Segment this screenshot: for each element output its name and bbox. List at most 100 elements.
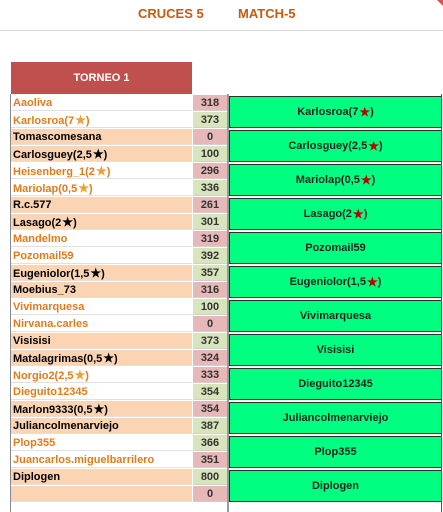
table-row[interactable]: Plop355 [11,435,192,451]
winner-cell[interactable]: Dieguito12345 [229,368,441,400]
comment-indicator-icon [437,0,443,6]
table-row[interactable] [11,486,192,502]
table-row[interactable]: Mariolap(0,5★) [11,180,192,196]
table-row[interactable]: R.c.577 [11,197,192,213]
winner-cell[interactable]: Lasago(2 ★) [229,198,441,230]
table-row[interactable]: Nirvana.carles [11,316,192,332]
player-score: 800 [193,469,227,485]
player-name: Karlosroa(7★) [11,112,192,128]
player-name: Diplogen [11,469,192,485]
table-row[interactable]: Moebius_73 [11,282,192,298]
table-row[interactable]: Matalagrimas(0,5★) [11,350,192,366]
player-name: Lasago(2★) [11,214,192,230]
player-name: Heisenberg_1(2★) [11,163,192,179]
star-icon: ★ [62,215,74,229]
winner-cell[interactable]: Karlosroa(7 ★) [229,96,441,128]
player-score: 316 [193,282,227,298]
winner-cell[interactable]: Pozomail59 [229,232,441,264]
table-left-border [10,94,11,512]
player-score: 373 [193,333,227,349]
player-name: Plop355 [11,435,192,451]
winner-cell[interactable]: Carlosguey(2,5 ★) [229,130,441,162]
winner-cell[interactable]: Mariolap(0,5 ★) [229,164,441,196]
player-name: R.c.577 [11,197,192,213]
winner-cell[interactable]: Visisisi [229,334,441,366]
player-name: Aaoliva [11,95,192,111]
player-name: Dieguito12345 [11,384,192,400]
header-divider [0,30,443,31]
winner-cell[interactable]: Plop355 [229,436,441,468]
star-icon: ★ [95,164,107,178]
player-name: Mandelmo [11,231,192,247]
player-name: Nirvana.carles [11,316,192,332]
player-score: 392 [193,248,227,264]
header-bar: CRUCES 5 MATCH-5 [0,0,443,30]
winner-cell[interactable]: Diplogen [229,470,441,502]
star-icon: ★ [359,105,371,119]
table-row[interactable]: Juancarlos.miguelbarrilero [11,452,192,468]
table-row[interactable]: Lasago(2★) [11,214,192,230]
player-score: 0 [193,129,227,145]
player-name: Moebius_73 [11,282,192,298]
winner-cell[interactable]: Juliancolmenarviejo [229,402,441,434]
player-score: 319 [193,231,227,247]
player-score: 0 [193,316,227,332]
table-row[interactable]: Visisisi [11,333,192,349]
player-name: Mariolap(0,5★) [11,180,192,196]
player-score: 351 [193,452,227,468]
column-divider [227,94,229,512]
star-icon: ★ [74,368,86,382]
table-row[interactable]: Mandelmo [11,231,192,247]
player-name: Visisisi [11,333,192,349]
table-row[interactable]: Aaoliva [11,95,192,111]
star-icon: ★ [368,139,379,153]
round-title: CRUCES 5 [138,6,204,21]
star-icon: ★ [90,266,102,280]
tournament-heading: TORNEO 1 [11,62,192,94]
table-row[interactable]: Heisenberg_1(2★) [11,163,192,179]
player-score: 387 [193,418,227,434]
player-score: 373 [193,112,227,128]
star-icon: ★ [92,147,104,161]
star-icon: ★ [352,207,364,221]
player-score: 354 [193,384,227,400]
player-score: 324 [193,350,227,366]
player-name: Pozomail59 [11,248,192,264]
player-score: 366 [193,435,227,451]
player-name: Norgio2(2,5★) [11,367,192,383]
player-name [11,486,192,502]
winner-cell[interactable]: Vivimarquesa [229,300,441,332]
player-score: 336 [193,180,227,196]
player-score: 100 [193,299,227,315]
player-name: Juliancolmenarviejo [11,418,192,434]
player-name: Eugeniolor(1,5★) [11,265,192,281]
player-score: 357 [193,265,227,281]
player-score: 354 [193,401,227,417]
player-score: 296 [193,163,227,179]
table-row[interactable]: Dieguito12345 [11,384,192,400]
table-row[interactable]: Vivimarquesa [11,299,192,315]
table-row[interactable]: Diplogen [11,469,192,485]
table-row[interactable]: Karlosroa(7★) [11,112,192,128]
player-name: Marlon9333(0,5★) [11,401,192,417]
table-row[interactable]: Eugeniolor(1,5★) [11,265,192,281]
star-icon: ★ [360,173,372,187]
winner-cell[interactable]: Eugeniolor(1,5 ★) [229,266,441,298]
player-name: Juancarlos.miguelbarrilero [11,452,192,468]
table-right-border [441,94,442,512]
player-name: Matalagrimas(0,5★) [11,350,192,366]
table-row[interactable]: Marlon9333(0,5★) [11,401,192,417]
star-icon: ★ [75,113,86,127]
table-row[interactable]: Norgio2(2,5★) [11,367,192,383]
player-score: 0 [193,486,227,502]
table-row[interactable]: Tomascomesana [11,129,192,145]
table-row[interactable]: Pozomail59 [11,248,192,264]
player-name: Tomascomesana [11,129,192,145]
table-row[interactable]: Carlosguey(2,5★) [11,146,192,162]
star-icon: ★ [78,181,89,195]
star-icon: ★ [93,402,105,416]
player-score: 261 [193,197,227,213]
player-score: 100 [193,146,227,162]
star-icon: ★ [366,275,378,289]
table-row[interactable]: Juliancolmenarviejo [11,418,192,434]
